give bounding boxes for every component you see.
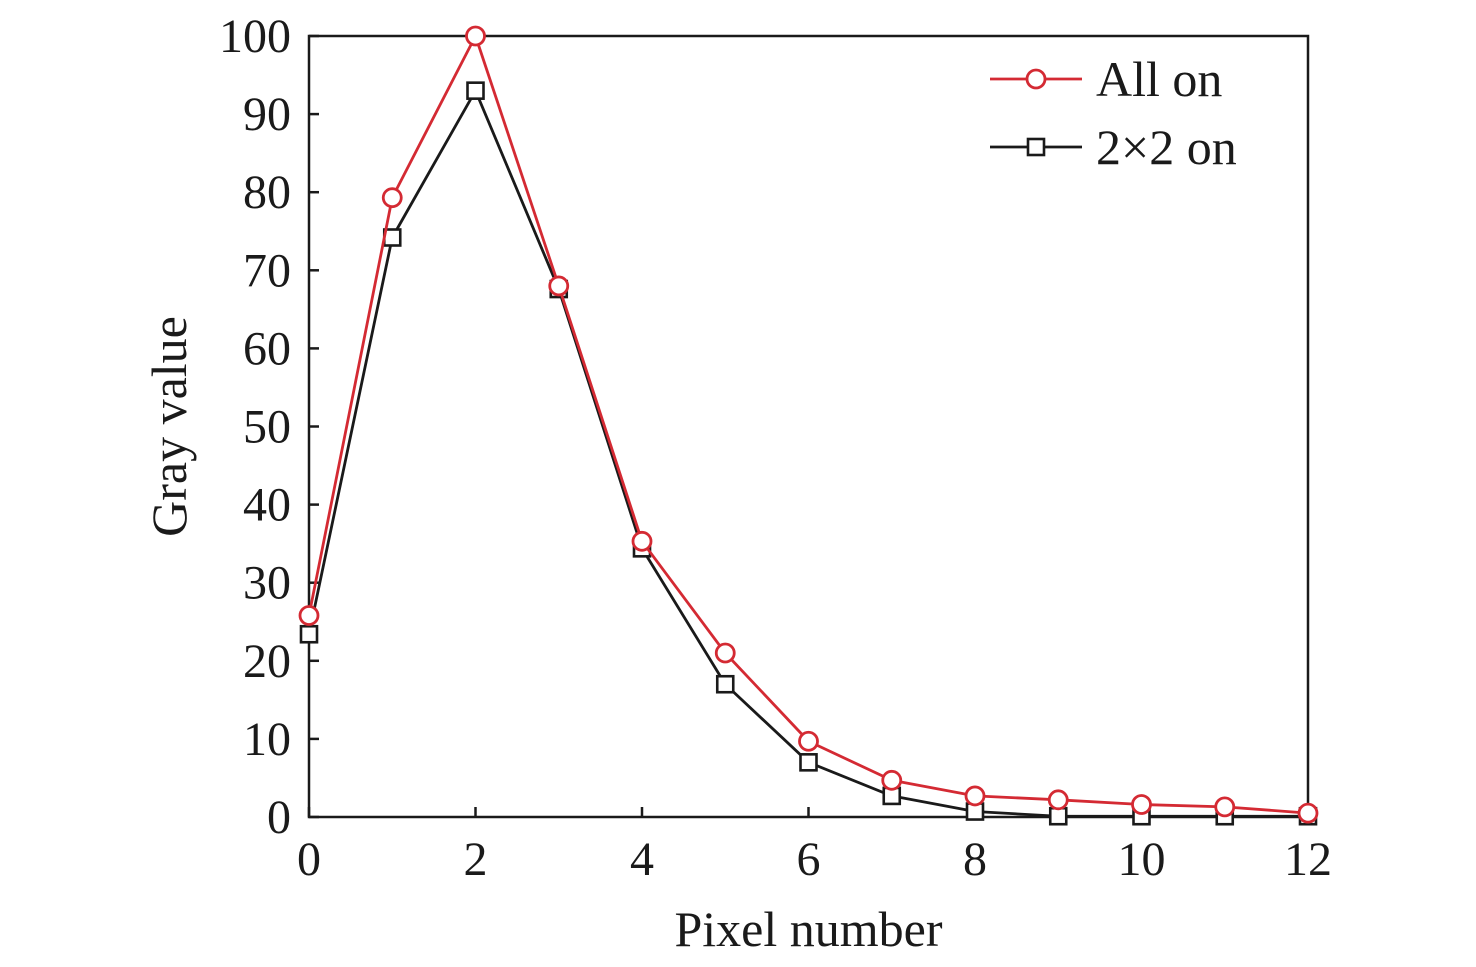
y-tick-label: 30 [243,557,291,610]
data-point [799,753,818,772]
x-tick-label: 2 [464,833,488,886]
legend-label: 2×2 on [1096,119,1237,175]
data-point [548,275,570,297]
data-point [714,642,736,664]
legend-marker [1025,68,1047,90]
legend-label: All on [1096,51,1222,107]
data-point [465,25,486,47]
y-tick-label: 50 [243,401,291,454]
data-point [1131,794,1152,815]
series-2-2-on [299,81,1318,826]
x-axis-title: Pixel number [674,901,942,957]
y-tick-label: 60 [243,322,291,375]
x-tick-label: 6 [797,833,821,886]
data-point [1214,796,1236,818]
data-point [881,769,903,791]
y-tick-label: 0 [267,791,291,844]
data-point [299,624,319,644]
y-tick-label: 100 [219,10,291,63]
legend: All on 2×2 on [990,51,1237,175]
data-point [1047,789,1069,811]
y-tick-label: 70 [243,244,291,297]
x-tick-label: 12 [1284,833,1332,886]
data-point [1297,802,1319,824]
series-all-on [298,25,1319,824]
x-tick-label: 8 [963,833,987,886]
data-point [798,730,819,752]
y-axis: 0 10 20 30 40 50 60 70 80 90 100 [219,10,319,844]
legend-marker [1026,137,1046,157]
y-tick-label: 90 [243,88,291,141]
data-point [466,81,485,100]
y-tick-label: 10 [243,713,291,766]
series-layer [298,25,1319,826]
y-tick-label: 80 [243,166,291,219]
data-point [298,605,320,626]
x-tick-label: 10 [1118,833,1166,886]
series-line [307,89,1308,818]
data-point [631,530,653,552]
y-tick-label: 20 [243,635,291,688]
data-point [1048,806,1068,826]
y-axis-title: Gray value [141,316,197,537]
data-point [715,674,735,694]
legend-item: 2×2 on [990,119,1237,175]
data-point [381,187,403,209]
y-tick-label: 40 [243,479,291,532]
x-axis: 0 2 4 6 8 10 12 [297,807,1332,886]
legend-item: All on [990,51,1222,107]
x-tick-label: 4 [630,833,654,886]
x-tick-label: 0 [297,833,321,886]
data-point [964,785,986,807]
